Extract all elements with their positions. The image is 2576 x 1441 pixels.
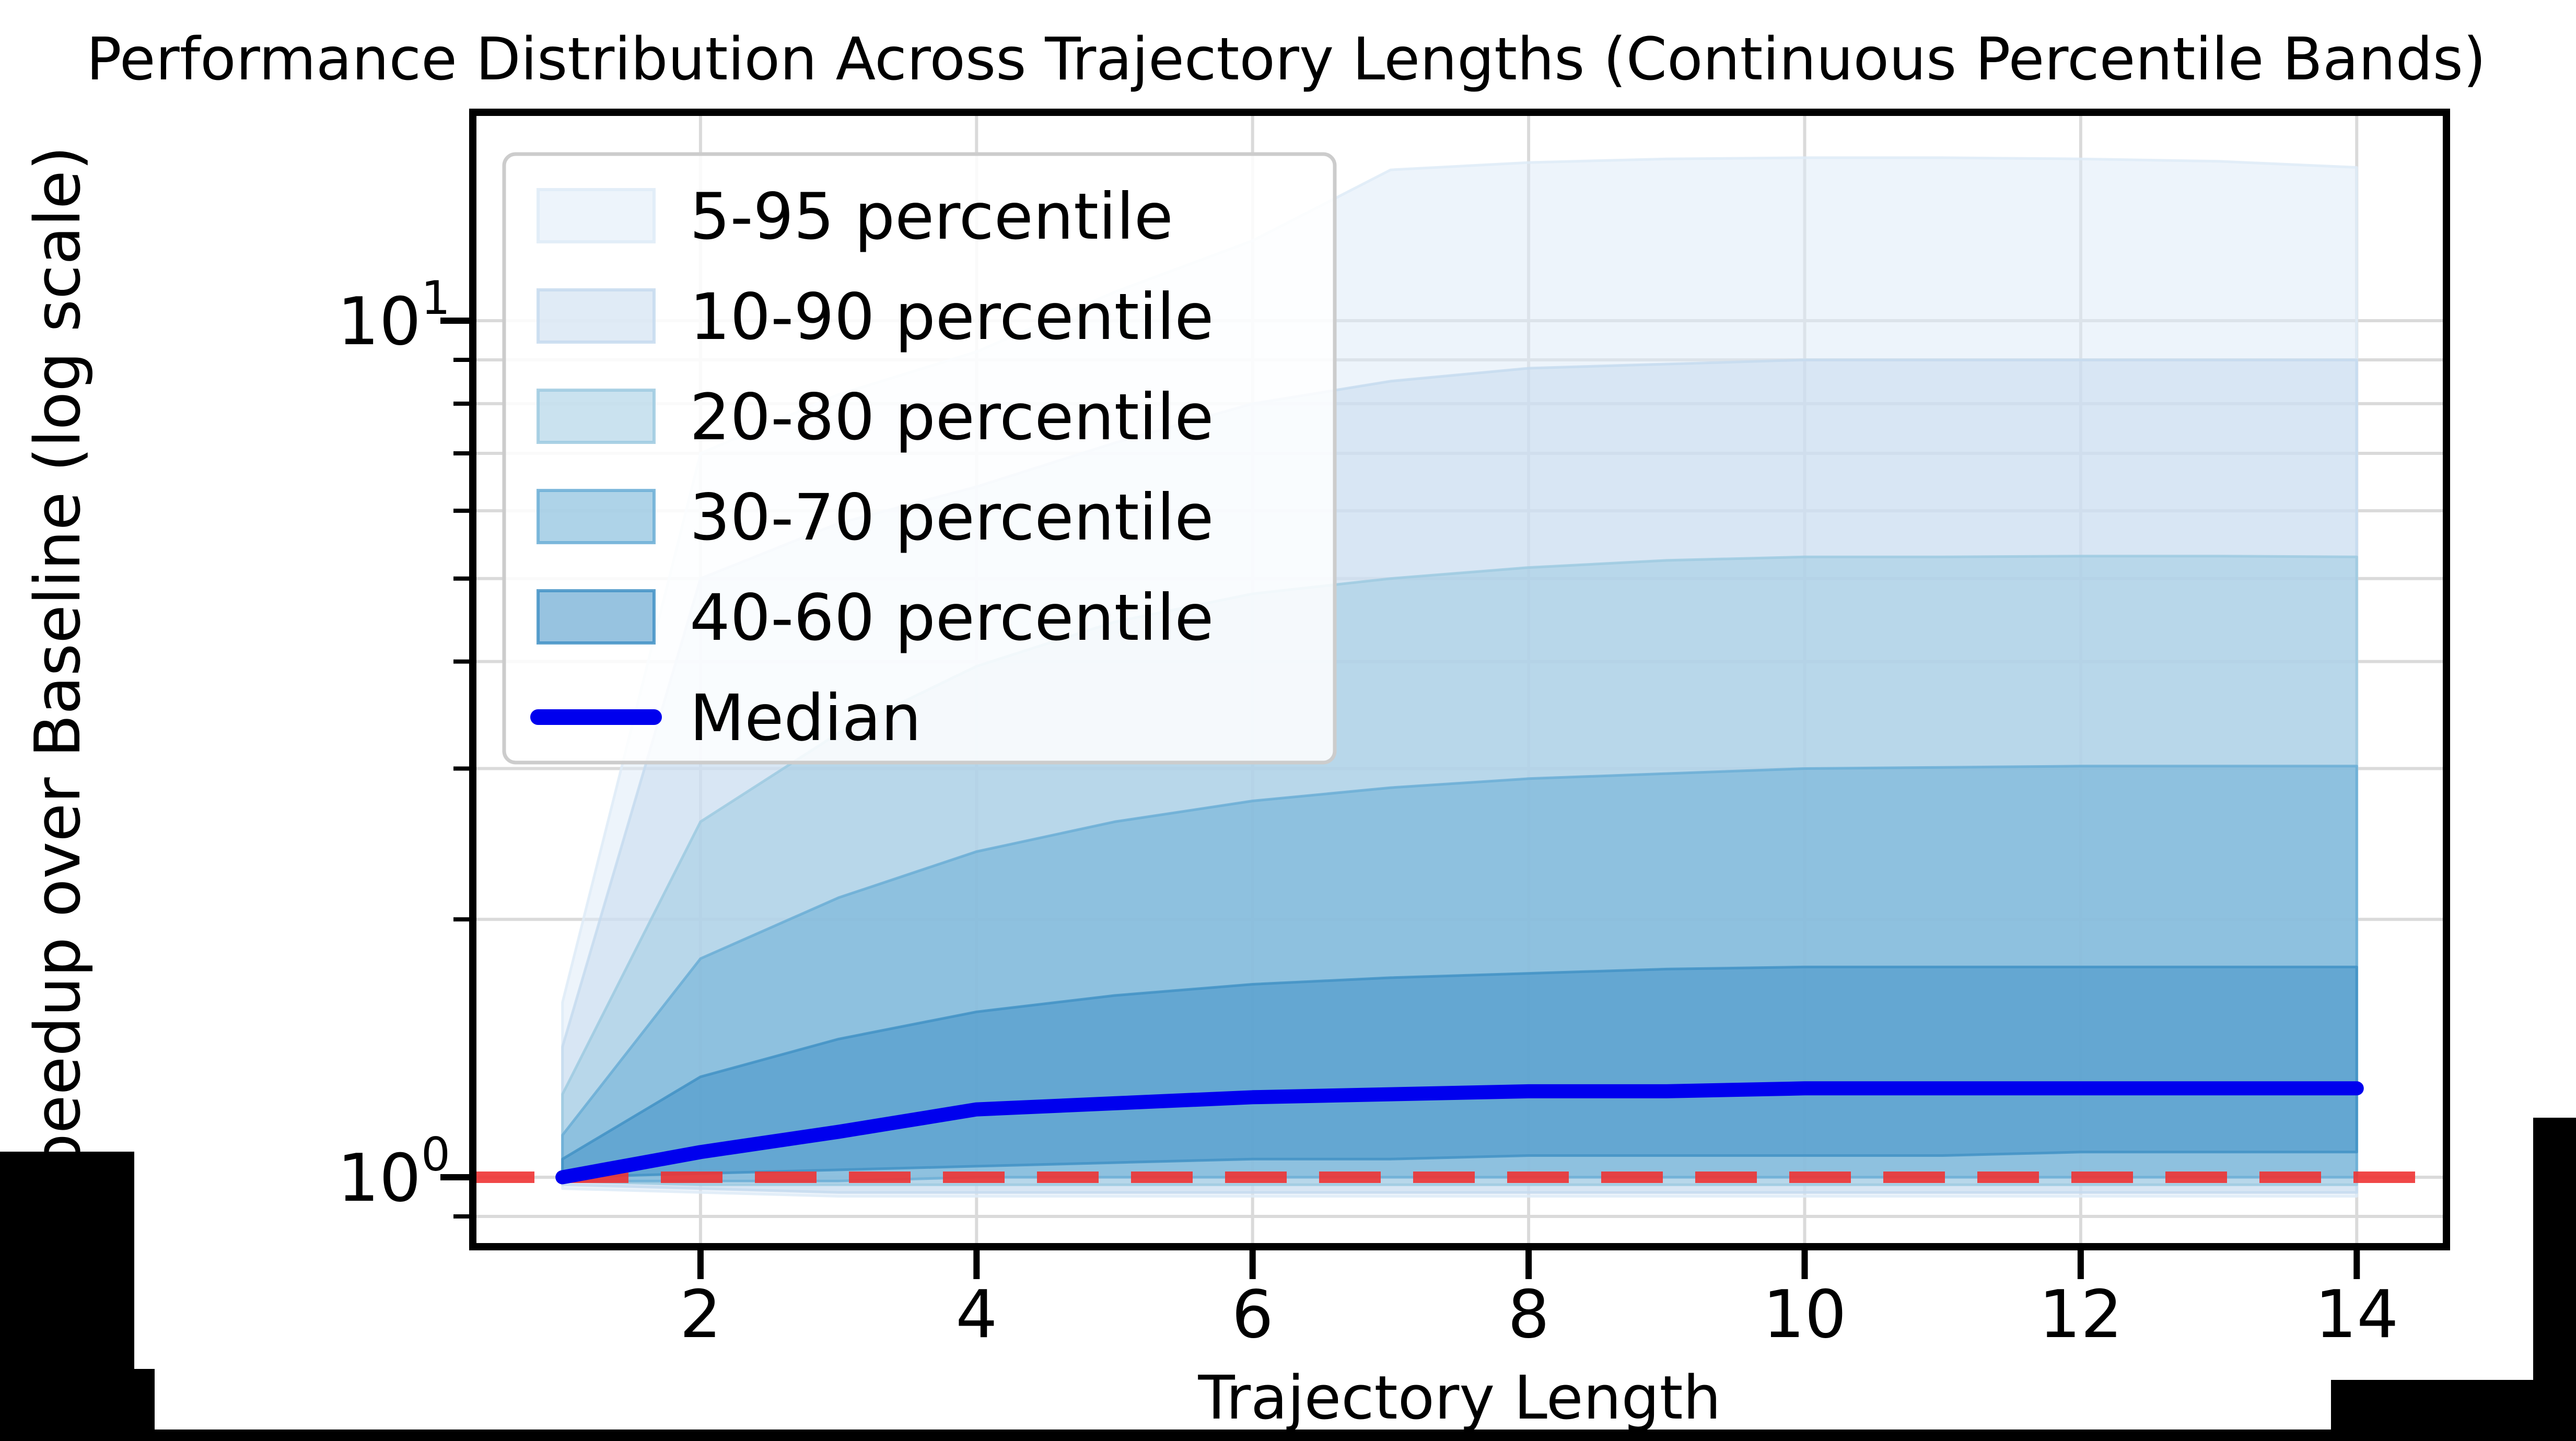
- x-tick-label-12: 12: [2039, 1276, 2123, 1353]
- x-tick-label-2: 2: [680, 1276, 721, 1353]
- legend-box: [502, 152, 1337, 765]
- legend-swatch-10-90-percentile: [537, 288, 656, 344]
- x-tick-label-8: 8: [1508, 1276, 1549, 1353]
- x-tick-label-10: 10: [1763, 1276, 1846, 1353]
- x-tick-label-14: 14: [2315, 1276, 2398, 1353]
- x-tick-label-6: 6: [1232, 1276, 1274, 1353]
- axes-spines: [469, 109, 2450, 1250]
- legend-label: 40-60 percentile: [690, 581, 1214, 655]
- black-patch-1: [0, 1369, 155, 1441]
- legend-label: Median: [690, 681, 922, 755]
- legend-swatch-20-80-percentile: [537, 389, 656, 444]
- legend-swatch-5-95-percentile: [537, 188, 656, 243]
- x-axis-label: Trajectory Length: [1197, 1363, 1721, 1433]
- legend-label: 30-70 percentile: [690, 481, 1214, 555]
- black-patch-4: [2533, 1118, 2576, 1441]
- legend-label: 10-90 percentile: [690, 280, 1214, 354]
- legend-swatch-40-60-percentile: [537, 589, 656, 645]
- line-layer: [473, 1081, 2446, 1185]
- black-patch-2: [155, 1430, 2576, 1441]
- y-tick-label-1: 100: [337, 1128, 450, 1216]
- legend-label: 20-80 percentile: [690, 380, 1214, 454]
- tick-layer: 2 4 6 8 10 12 14 100 101: [337, 271, 2399, 1353]
- y-tick-label-10: 101: [337, 271, 450, 360]
- band-40-60-percentile: [561, 965, 2358, 1179]
- spine-layer: [469, 109, 2450, 1250]
- x-tick-label-4: 4: [955, 1276, 997, 1353]
- legend-label: 5-95 percentile: [690, 180, 1173, 254]
- legend: 5-95 percentile 10-90 percentile 20-80 per…: [502, 152, 1337, 765]
- legend-swatch-30-70-percentile: [537, 489, 656, 544]
- chart-title: Performance Distribution Across Trajecto…: [86, 26, 2486, 93]
- y-axis-label: Speedup over Baseline (log scale): [22, 146, 95, 1213]
- screenshot-black-patches: [0, 1118, 2576, 1441]
- median-line: [555, 1081, 2364, 1185]
